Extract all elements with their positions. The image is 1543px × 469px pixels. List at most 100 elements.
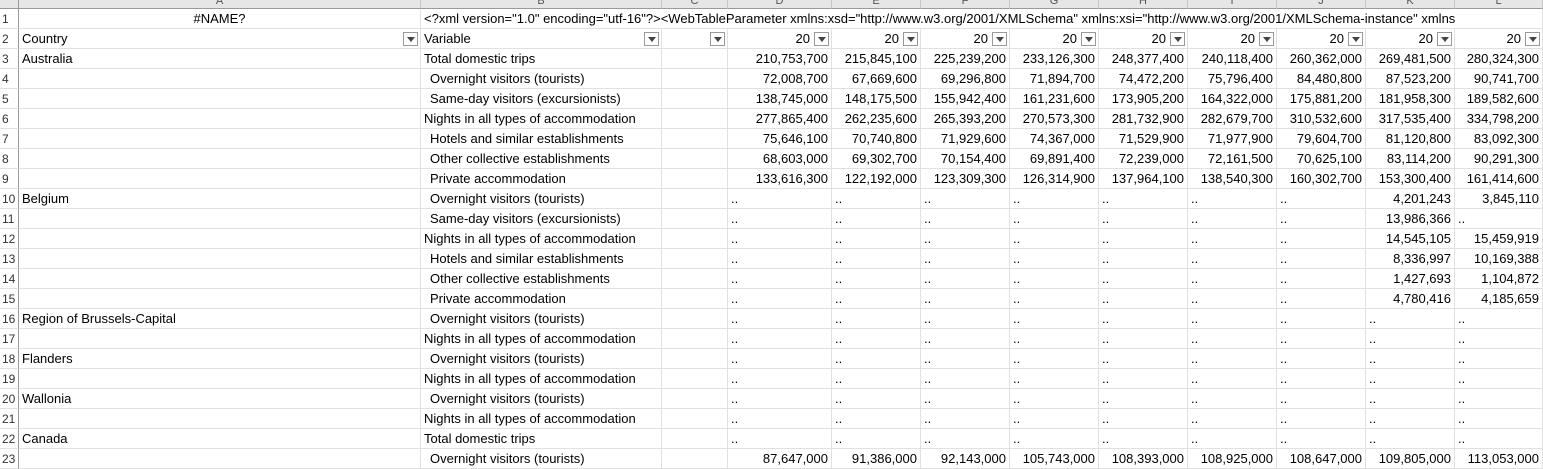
cell-empty[interactable] <box>662 349 728 369</box>
cell-value[interactable]: .. <box>921 349 1010 369</box>
cell-value[interactable]: .. <box>832 329 921 349</box>
cell-empty[interactable] <box>662 69 728 89</box>
cell-value[interactable]: 81,120,800 <box>1366 129 1455 149</box>
filter-dropdown-icon[interactable] <box>710 32 725 46</box>
cell-value[interactable]: 75,796,400 <box>1188 69 1277 89</box>
cell-value[interactable]: 148,175,500 <box>832 89 921 109</box>
cell-value[interactable]: .. <box>1099 349 1188 369</box>
cell-variable[interactable]: Other collective establishments <box>421 149 662 169</box>
cell-value[interactable]: .. <box>921 309 1010 329</box>
row-header[interactable]: 21 <box>0 409 19 429</box>
row-header[interactable]: 15 <box>0 289 19 309</box>
cell-value[interactable]: .. <box>1099 329 1188 349</box>
filter-dropdown-icon[interactable] <box>1170 32 1185 46</box>
filter-dropdown-icon[interactable] <box>644 32 659 46</box>
filter-dropdown-icon[interactable] <box>903 32 918 46</box>
cell-empty[interactable] <box>662 389 728 409</box>
cell-value[interactable]: 126,314,900 <box>1010 169 1099 189</box>
cell-value[interactable]: .. <box>1277 189 1366 209</box>
cell-value[interactable]: .. <box>1277 409 1366 429</box>
row-header[interactable]: 11 <box>0 209 19 229</box>
cell-country[interactable] <box>19 209 421 229</box>
cell-value[interactable]: 71,977,900 <box>1188 129 1277 149</box>
cell-value[interactable]: 164,322,000 <box>1188 89 1277 109</box>
filter-dropdown-icon[interactable] <box>1437 32 1452 46</box>
column-header-j[interactable]: J <box>1277 0 1366 9</box>
cell-country[interactable] <box>19 369 421 389</box>
cell-value[interactable]: .. <box>1010 269 1099 289</box>
column-header-d[interactable]: D <box>728 0 832 9</box>
cell-value[interactable]: 74,472,200 <box>1099 69 1188 89</box>
cell-variable[interactable]: Private accommodation <box>421 169 662 189</box>
row-header[interactable]: 7 <box>0 129 19 149</box>
cell-value[interactable]: .. <box>1010 229 1099 249</box>
cell-value[interactable]: 105,743,000 <box>1010 449 1099 469</box>
cell-value[interactable]: 310,532,600 <box>1277 109 1366 129</box>
cell-empty[interactable] <box>662 149 728 169</box>
row-header[interactable]: 1 <box>0 9 19 29</box>
row-header[interactable]: 13 <box>0 249 19 269</box>
cell-value[interactable]: .. <box>728 429 832 449</box>
row-header[interactable]: 10 <box>0 189 19 209</box>
cell-country[interactable] <box>19 129 421 149</box>
cell-country[interactable] <box>19 269 421 289</box>
cell-variable[interactable]: Nights in all types of accommodation <box>421 229 662 249</box>
cell-value[interactable]: .. <box>1010 429 1099 449</box>
row-header[interactable]: 19 <box>0 369 19 389</box>
cell-value[interactable]: .. <box>1099 429 1188 449</box>
column-header-b[interactable]: B <box>421 0 662 9</box>
cell-variable[interactable]: Nights in all types of accommodation <box>421 369 662 389</box>
cell-value[interactable]: 72,161,500 <box>1188 149 1277 169</box>
cell-country[interactable] <box>19 329 421 349</box>
cell-value[interactable]: 10,169,388 <box>1455 249 1543 269</box>
cell-value[interactable]: 334,798,200 <box>1455 109 1543 129</box>
cell-value[interactable]: 138,745,000 <box>728 89 832 109</box>
cell-country[interactable]: Australia <box>19 49 421 69</box>
cell-value[interactable]: .. <box>832 349 921 369</box>
cell-value[interactable]: 108,393,000 <box>1099 449 1188 469</box>
header-year[interactable]: 20 <box>1277 29 1366 49</box>
cell-value[interactable]: .. <box>1188 409 1277 429</box>
column-header-f[interactable]: F <box>921 0 1010 9</box>
cell-value[interactable]: 281,732,900 <box>1099 109 1188 129</box>
column-header-e[interactable]: E <box>832 0 921 9</box>
cell-value[interactable]: .. <box>1277 229 1366 249</box>
cell-value[interactable]: 92,143,000 <box>921 449 1010 469</box>
cell-value[interactable]: .. <box>1010 249 1099 269</box>
cell-value[interactable]: 4,185,659 <box>1455 289 1543 309</box>
cell-variable[interactable]: Other collective establishments <box>421 269 662 289</box>
cell-value[interactable]: .. <box>1188 349 1277 369</box>
cell-value[interactable]: .. <box>832 289 921 309</box>
cell-value[interactable]: 71,529,900 <box>1099 129 1188 149</box>
cell-value[interactable]: .. <box>832 409 921 429</box>
cell-value[interactable]: 83,092,300 <box>1455 129 1543 149</box>
cell-value[interactable]: 108,647,000 <box>1277 449 1366 469</box>
cell-empty[interactable] <box>662 49 728 69</box>
row-header[interactable]: 5 <box>0 89 19 109</box>
cell-empty[interactable] <box>662 329 728 349</box>
cell-value[interactable]: 15,459,919 <box>1455 229 1543 249</box>
cell-empty[interactable] <box>662 309 728 329</box>
filter-dropdown-icon[interactable] <box>992 32 1007 46</box>
cell-empty[interactable] <box>662 409 728 429</box>
cell-variable[interactable]: Hotels and similar establishments <box>421 129 662 149</box>
cell-value[interactable]: 72,008,700 <box>728 69 832 89</box>
cell-value[interactable]: .. <box>1277 429 1366 449</box>
cell-value[interactable]: 173,905,200 <box>1099 89 1188 109</box>
cell-value[interactable]: 4,201,243 <box>1366 189 1455 209</box>
cell-country[interactable] <box>19 89 421 109</box>
row-header[interactable]: 16 <box>0 309 19 329</box>
column-header-c[interactable]: C <box>662 0 728 9</box>
cell-value[interactable]: 70,740,800 <box>832 129 921 149</box>
cell-value[interactable]: 161,414,600 <box>1455 169 1543 189</box>
header-year[interactable]: 20 <box>921 29 1010 49</box>
cell-b1-xml-text[interactable]: <?xml version="1.0" encoding="utf-16"?><… <box>421 9 1543 29</box>
cell-empty[interactable] <box>662 429 728 449</box>
cell-country[interactable]: Region of Brussels-Capital <box>19 309 421 329</box>
cell-country[interactable]: Wallonia <box>19 389 421 409</box>
cell-empty[interactable] <box>662 229 728 249</box>
cell-value[interactable]: 260,362,000 <box>1277 49 1366 69</box>
row-header[interactable]: 4 <box>0 69 19 89</box>
cell-country[interactable] <box>19 289 421 309</box>
cell-empty[interactable] <box>662 369 728 389</box>
